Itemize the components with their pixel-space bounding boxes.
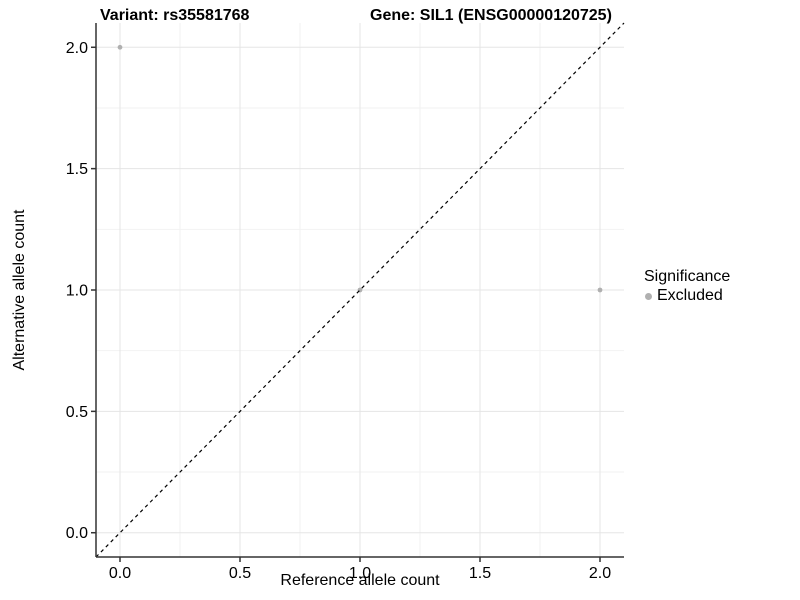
legend-item-excluded: Excluded (644, 287, 730, 305)
x-tick-label: 1.0 (349, 565, 371, 582)
x-axis-title: Reference allele count (280, 572, 440, 589)
legend-item-label: Excluded (657, 287, 723, 304)
legend-point-icon (645, 292, 652, 300)
y-tick-label: 1.5 (66, 161, 88, 178)
identity-dashed-line (95, 22, 625, 558)
legend: Significance Excluded (644, 268, 730, 305)
x-tick-label: 1.5 (469, 565, 491, 582)
x-tick-label: 0.5 (229, 565, 251, 582)
data-point (117, 44, 123, 50)
y-tick-label: 2.0 (66, 40, 88, 57)
legend-title: Significance (644, 268, 731, 285)
y-tick-label: 0.5 (66, 404, 88, 421)
y-tick-label: 0.0 (66, 525, 88, 542)
data-point (597, 287, 603, 293)
y-tick-label: 1.0 (66, 283, 88, 300)
y-axis-title: Alternative allele count (11, 209, 28, 371)
x-tick-label: 2.0 (589, 565, 611, 582)
plot-title-gene: Gene: SIL1 (ENSG00000120725) (370, 7, 612, 24)
x-tick-label: 0.0 (109, 565, 131, 582)
plot-title-variant: Variant: rs35581768 (100, 7, 250, 24)
